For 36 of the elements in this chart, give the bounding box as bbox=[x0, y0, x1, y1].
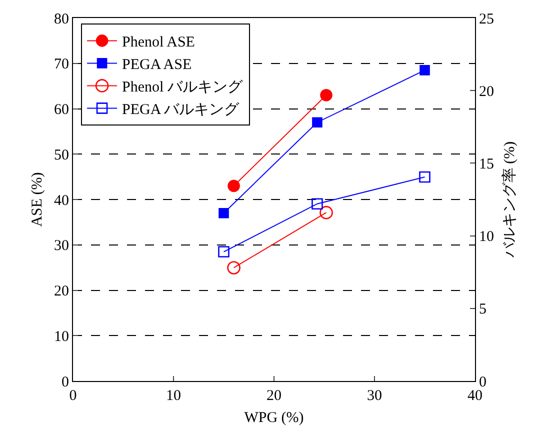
y2-tick-label: 0 bbox=[479, 374, 486, 390]
point bbox=[312, 117, 322, 128]
x-axis-title: WPG (%) bbox=[244, 410, 304, 426]
y-tick-label: 50 bbox=[54, 147, 69, 164]
point bbox=[312, 198, 323, 210]
point bbox=[320, 88, 332, 102]
x-tick-label: 40 bbox=[468, 388, 482, 404]
y2-tick-label: 15 bbox=[479, 156, 494, 172]
y-tick-label: 20 bbox=[54, 284, 69, 300]
y-tick-label: 10 bbox=[54, 328, 69, 345]
y-tick-label: 60 bbox=[54, 102, 69, 118]
point bbox=[218, 246, 230, 258]
legend-label: Phenol ASE bbox=[122, 34, 195, 51]
point bbox=[218, 208, 229, 218]
point bbox=[228, 180, 240, 192]
y2-tick-label: 10 bbox=[479, 229, 494, 246]
x-tick-label: 30 bbox=[367, 388, 382, 404]
point bbox=[320, 206, 333, 220]
y-tick-label: 80 bbox=[54, 11, 69, 28]
y2-tick-label: 20 bbox=[479, 84, 494, 100]
y-tick-label: 40 bbox=[54, 192, 69, 209]
legend-label: PEGA ASE bbox=[122, 57, 192, 74]
y-tick-label: 70 bbox=[54, 56, 69, 73]
legend-label: Phenol バルキング bbox=[122, 80, 244, 96]
y-tick-label: 0 bbox=[62, 374, 69, 390]
x-tick-label: 20 bbox=[266, 388, 282, 404]
y-axis-title: ASE (%) bbox=[29, 172, 46, 227]
y2-tick-label: 25 bbox=[479, 11, 494, 28]
x-tick-label: 10 bbox=[166, 388, 181, 404]
y2-axis-title: バルキング率 (%) bbox=[501, 141, 518, 259]
point bbox=[420, 65, 430, 76]
point bbox=[419, 171, 430, 183]
legend-label: PEGA バルキング bbox=[122, 102, 240, 118]
point bbox=[227, 261, 240, 274]
y2-tick-label: 5 bbox=[479, 302, 486, 318]
y-tick-label: 30 bbox=[54, 238, 69, 254]
